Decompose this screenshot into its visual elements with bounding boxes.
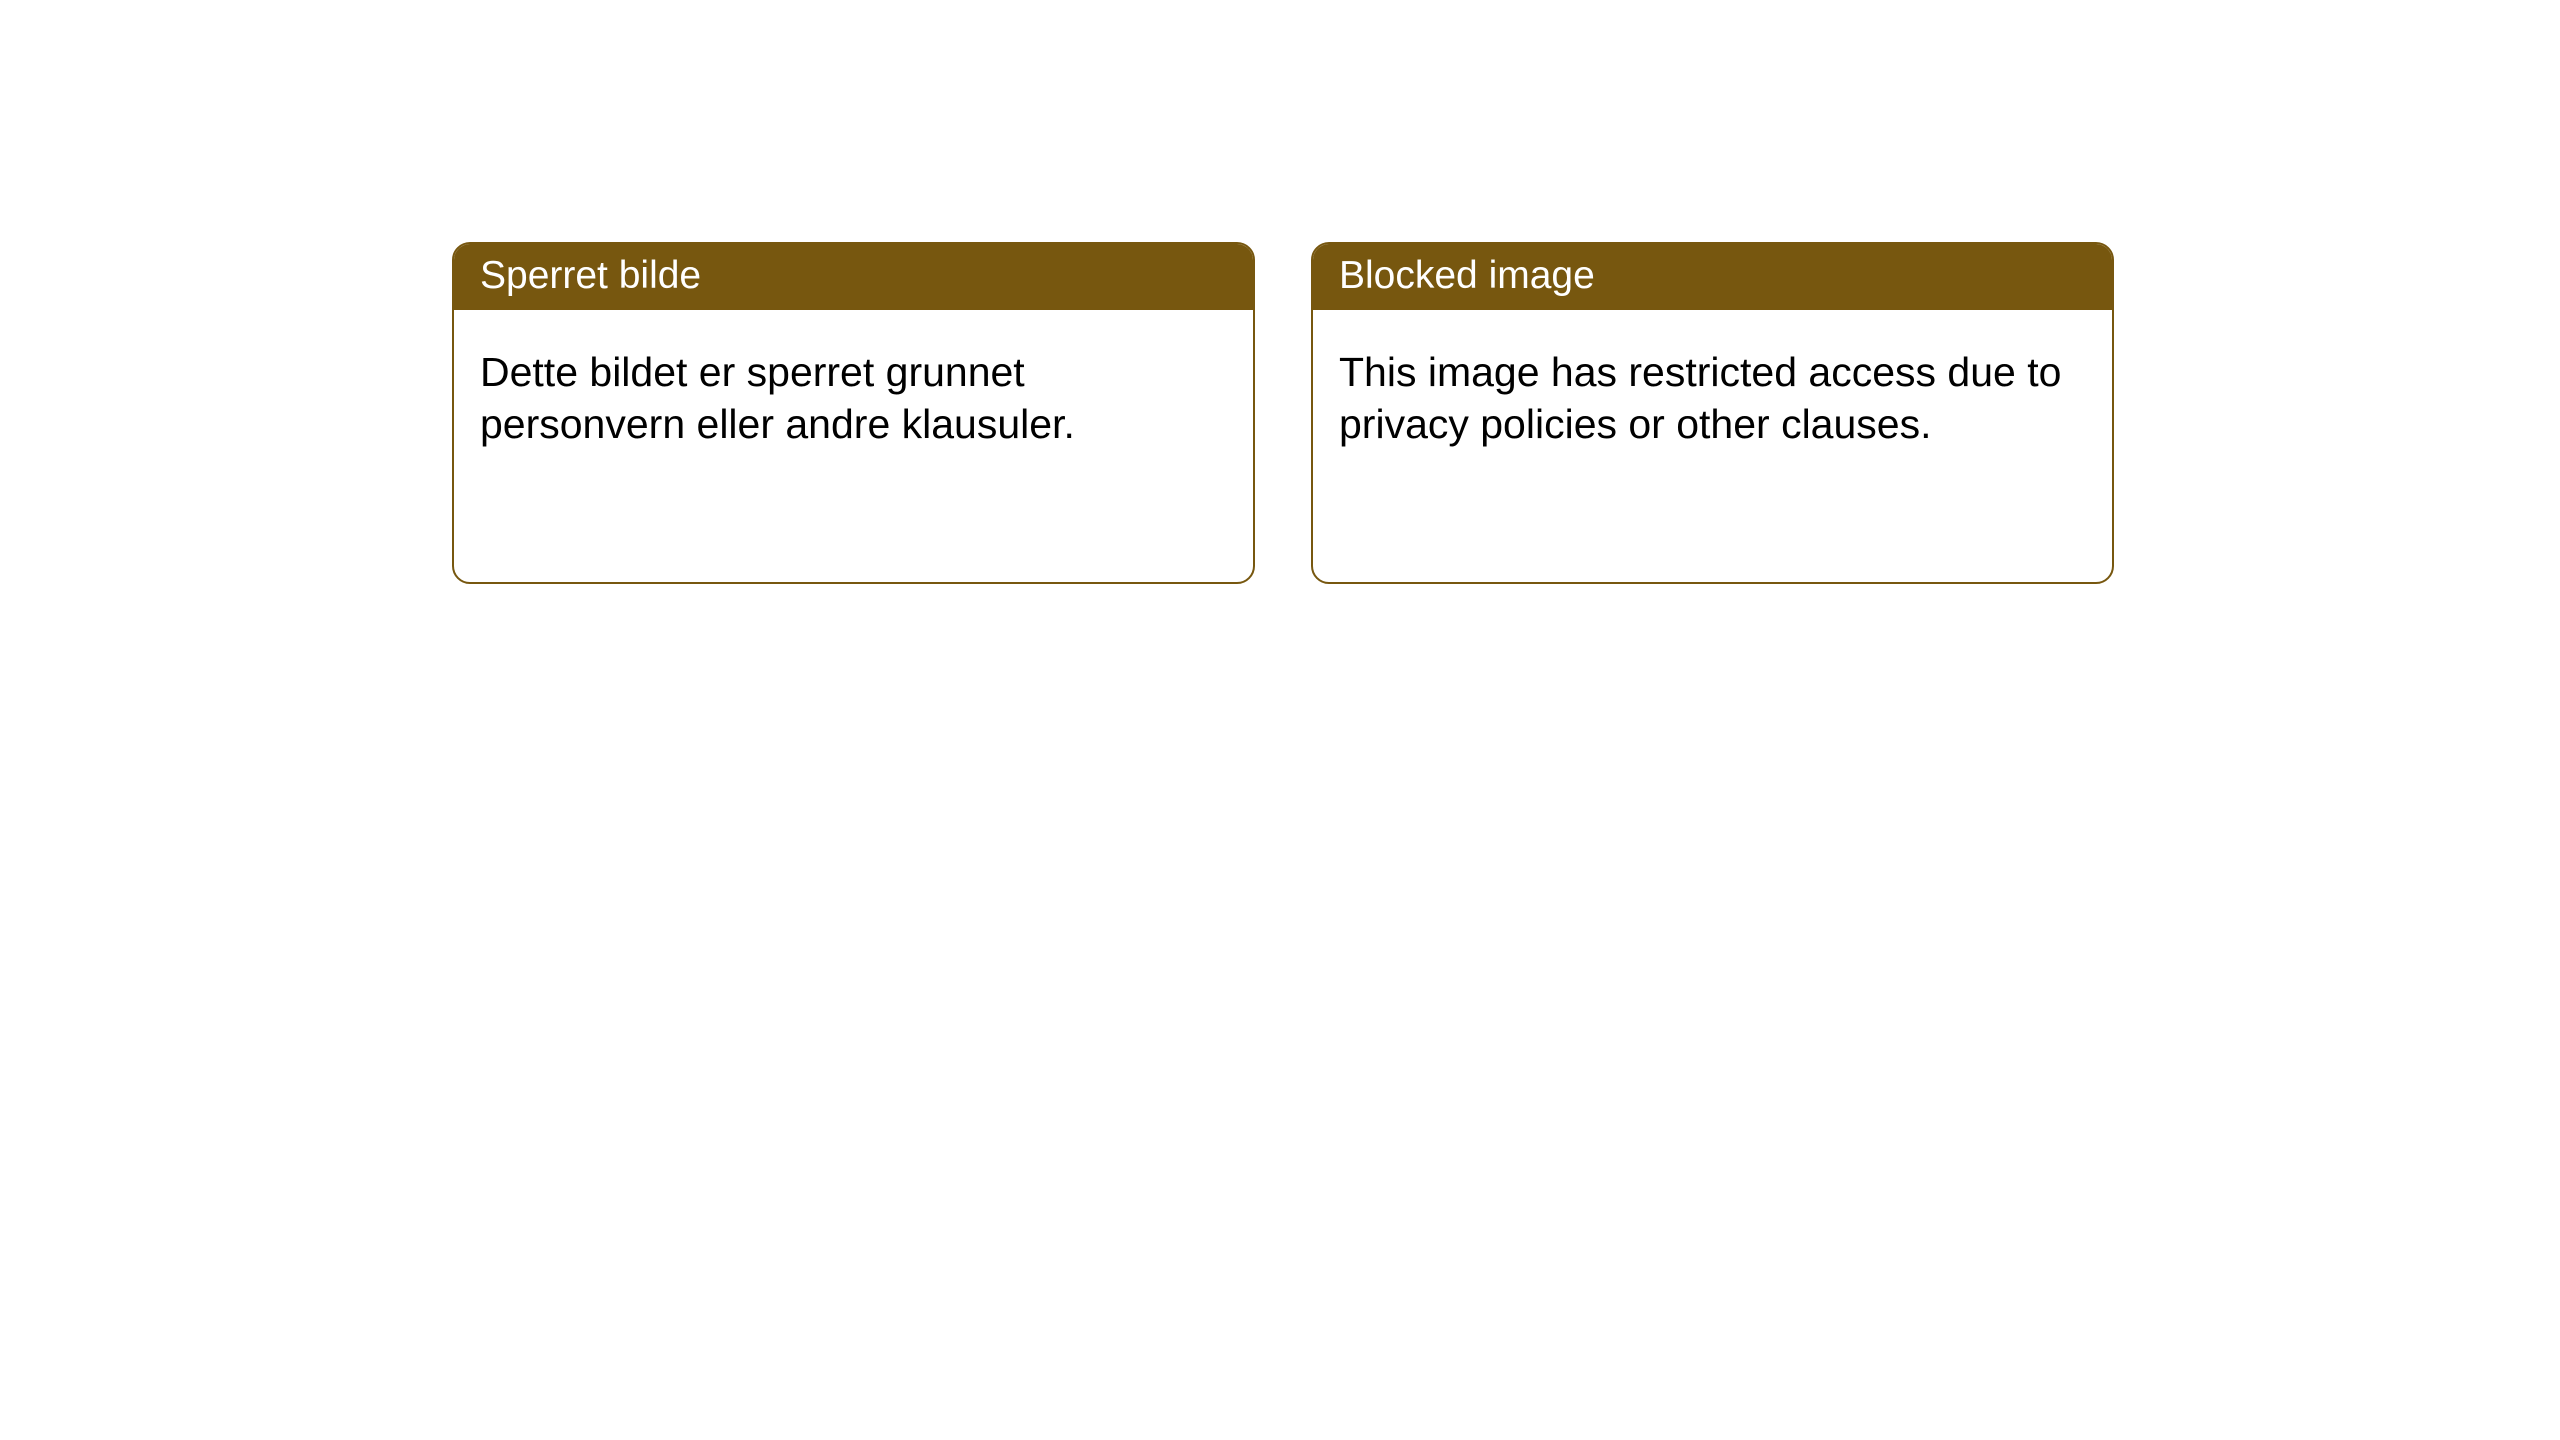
notice-container: Sperret bilde Dette bildet er sperret gr… [0, 0, 2560, 584]
notice-card-text: This image has restricted access due to … [1339, 346, 2086, 451]
notice-card-norwegian: Sperret bilde Dette bildet er sperret gr… [452, 242, 1255, 584]
notice-card-body: This image has restricted access due to … [1313, 310, 2112, 582]
notice-card-header: Blocked image [1313, 244, 2112, 310]
notice-card-text: Dette bildet er sperret grunnet personve… [480, 346, 1227, 451]
notice-card-english: Blocked image This image has restricted … [1311, 242, 2114, 584]
notice-card-title: Blocked image [1339, 254, 1595, 297]
notice-card-title: Sperret bilde [480, 254, 701, 297]
notice-card-body: Dette bildet er sperret grunnet personve… [454, 310, 1253, 582]
notice-card-header: Sperret bilde [454, 244, 1253, 310]
